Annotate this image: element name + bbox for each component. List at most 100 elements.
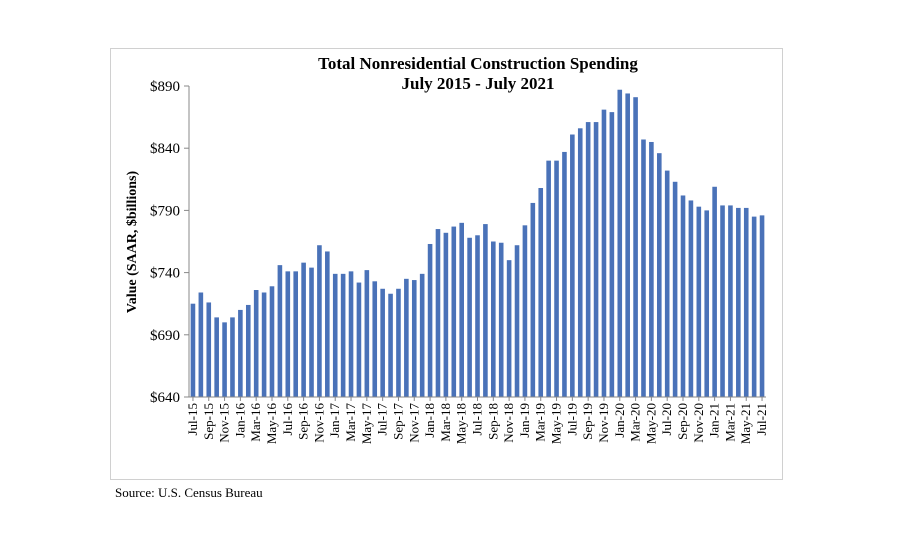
x-tick-label: Jan-20 bbox=[612, 403, 627, 438]
x-tick-label: Sep-15 bbox=[201, 403, 216, 440]
x-tick-label: Mar-16 bbox=[248, 403, 263, 442]
bar-Feb-16 bbox=[245, 304, 251, 397]
bar-May-20 bbox=[649, 141, 654, 397]
x-tick-label: Jan-21 bbox=[707, 403, 722, 438]
x-tick-label: May-16 bbox=[264, 403, 279, 445]
x-tick-label: Nov-20 bbox=[691, 403, 706, 443]
x-tick-label: May-19 bbox=[549, 403, 564, 444]
source-note: Source: U.S. Census Bureau bbox=[115, 485, 263, 500]
x-tick-label: Jul-17 bbox=[375, 403, 390, 436]
bar-Jul-19 bbox=[570, 134, 575, 398]
bar-Jun-20 bbox=[656, 153, 662, 397]
bar-Mar-17 bbox=[348, 271, 354, 397]
x-tick-label: Jul-16 bbox=[280, 403, 295, 436]
y-tick-label: $640 bbox=[150, 390, 180, 406]
x-tick-label: Jul-18 bbox=[470, 403, 485, 436]
x-tick-label: Jan-17 bbox=[327, 403, 342, 438]
bar-Jan-19 bbox=[522, 225, 528, 397]
bar-Nov-15 bbox=[222, 322, 227, 397]
y-axis: $640 $690 $740 $790 $840 $890 bbox=[150, 79, 190, 406]
bar-Oct-19 bbox=[593, 122, 599, 398]
x-tick-label: Nov-17 bbox=[406, 403, 421, 443]
bar-Feb-17 bbox=[340, 273, 346, 397]
bar-May-17 bbox=[364, 270, 370, 397]
bar-Aug-19 bbox=[577, 128, 583, 397]
bar-Jun-21 bbox=[751, 216, 757, 397]
bar-Oct-17 bbox=[404, 278, 409, 397]
bar-Nov-18 bbox=[506, 260, 512, 397]
x-tick-label: Nov-16 bbox=[311, 403, 326, 443]
bar-Apr-18 bbox=[451, 226, 457, 397]
bar-Dec-16 bbox=[325, 251, 330, 397]
bar-Oct-20 bbox=[688, 200, 694, 397]
bar-Jan-21 bbox=[712, 186, 717, 397]
x-tick-label: Mar-18 bbox=[438, 403, 453, 442]
y-tick-label: $790 bbox=[150, 203, 180, 219]
bar-Jun-18 bbox=[467, 237, 472, 397]
bar-Jan-17 bbox=[332, 273, 338, 397]
bar-Nov-17 bbox=[411, 280, 417, 397]
x-axis: Jul-15 Sep-15 Nov-15 Jan-16 Mar-16 May-16 Jul-… bbox=[185, 396, 769, 445]
bar-Jun-19 bbox=[562, 151, 567, 397]
x-tick-label: Sep-17 bbox=[390, 403, 405, 440]
bar-Nov-20 bbox=[696, 206, 702, 397]
x-tick-label: Mar-20 bbox=[628, 403, 643, 442]
x-tick-label: May-17 bbox=[359, 403, 374, 445]
x-tick-label: Nov-15 bbox=[217, 403, 232, 443]
bar-Mar-16 bbox=[253, 290, 259, 397]
bar-Apr-16 bbox=[261, 292, 267, 397]
chart-title: Total Nonresidential Construction Spendi… bbox=[318, 54, 638, 73]
bar-Jul-17 bbox=[380, 288, 385, 397]
bar-May-21 bbox=[743, 207, 749, 397]
bar-Oct-18 bbox=[498, 242, 504, 397]
bar-Jan-20 bbox=[617, 89, 623, 398]
x-tick-label: Mar-17 bbox=[343, 403, 358, 442]
x-tick-label: Jul-20 bbox=[659, 403, 674, 436]
bar-May-19 bbox=[554, 160, 559, 397]
bar-Jan-16 bbox=[238, 309, 243, 397]
bar-Jul-20 bbox=[664, 170, 670, 397]
x-tick-label: Sep-19 bbox=[580, 403, 595, 440]
x-tick-label: Mar-21 bbox=[722, 403, 737, 442]
bar-Sep-15 bbox=[206, 302, 212, 397]
bar-Dec-18 bbox=[514, 245, 520, 397]
bars bbox=[190, 89, 765, 398]
x-tick-label: May-18 bbox=[454, 403, 469, 444]
bar-Oct-16 bbox=[309, 267, 314, 397]
bar-Dec-15 bbox=[230, 317, 235, 397]
bar-Sep-17 bbox=[396, 288, 401, 397]
bar-Mar-18 bbox=[443, 232, 449, 397]
x-tick-label: Nov-18 bbox=[501, 403, 516, 443]
bar-Dec-19 bbox=[609, 112, 615, 398]
bar-Apr-19 bbox=[546, 160, 551, 397]
bar-Apr-17 bbox=[356, 282, 362, 397]
bar-Sep-16 bbox=[301, 262, 306, 397]
bar-Jul-16 bbox=[285, 271, 291, 397]
x-tick-label: Jan-16 bbox=[232, 403, 247, 438]
bar-Feb-19 bbox=[530, 202, 536, 397]
bar-Aug-16 bbox=[293, 271, 299, 397]
y-tick-label: $690 bbox=[150, 328, 180, 344]
bar-Feb-21 bbox=[720, 205, 725, 397]
bar-Aug-17 bbox=[388, 293, 393, 397]
bar-May-18 bbox=[459, 222, 464, 397]
bar-Sep-20 bbox=[680, 195, 686, 397]
bar-Apr-20 bbox=[641, 139, 646, 397]
bar-Nov-19 bbox=[601, 109, 607, 398]
bar-Dec-20 bbox=[704, 210, 710, 397]
x-tick-label: May-21 bbox=[738, 403, 753, 444]
bar-Jun-16 bbox=[277, 265, 283, 397]
bar-Sep-18 bbox=[491, 241, 496, 397]
bar-Feb-20 bbox=[625, 93, 630, 398]
x-tick-label: Jan-18 bbox=[422, 403, 437, 438]
bar-Aug-20 bbox=[672, 181, 678, 397]
bar-Sep-19 bbox=[585, 122, 591, 398]
x-tick-label: Mar-19 bbox=[533, 403, 548, 442]
bar-Nov-16 bbox=[317, 245, 322, 397]
bar-Jun-17 bbox=[372, 281, 378, 397]
bar-Mar-21 bbox=[728, 205, 733, 397]
x-tick-label: Sep-20 bbox=[675, 403, 690, 440]
bar-Apr-21 bbox=[736, 207, 741, 397]
x-tick-label: May-20 bbox=[643, 403, 658, 444]
